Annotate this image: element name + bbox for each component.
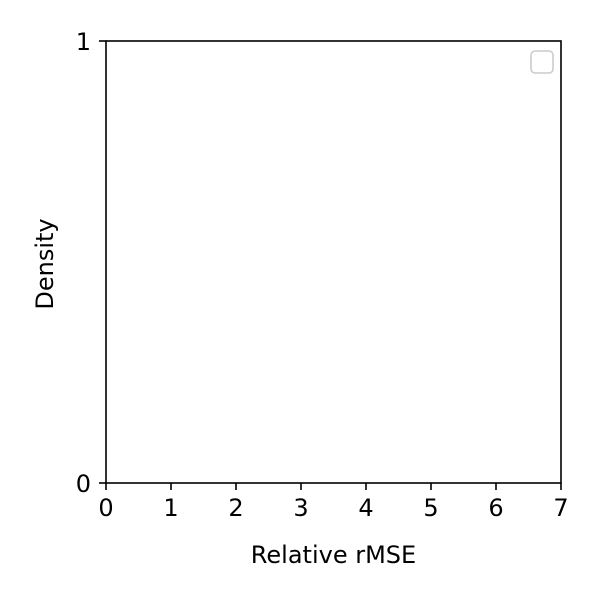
plot-frame [105, 40, 562, 484]
x-tick-label: 6 [488, 494, 503, 522]
x-tick-label: 7 [553, 494, 568, 522]
y-tick-label: 1 [76, 28, 91, 56]
x-tick-label: 0 [98, 494, 113, 522]
x-tick-label: 3 [293, 494, 308, 522]
plot-background [106, 41, 561, 483]
y-axis-label: Density [31, 218, 59, 309]
legend-box [530, 50, 554, 74]
x-axis-label: Relative rMSE [251, 541, 416, 569]
y-tick-label: 0 [76, 470, 91, 498]
x-tick-label: 4 [358, 494, 373, 522]
x-tick-label: 1 [163, 494, 178, 522]
x-tick-label: 5 [423, 494, 438, 522]
x-ticks: 0 1 2 3 4 5 6 7 [98, 483, 569, 522]
y-ticks: 01 [76, 28, 106, 498]
x-tick-label: 2 [228, 494, 243, 522]
